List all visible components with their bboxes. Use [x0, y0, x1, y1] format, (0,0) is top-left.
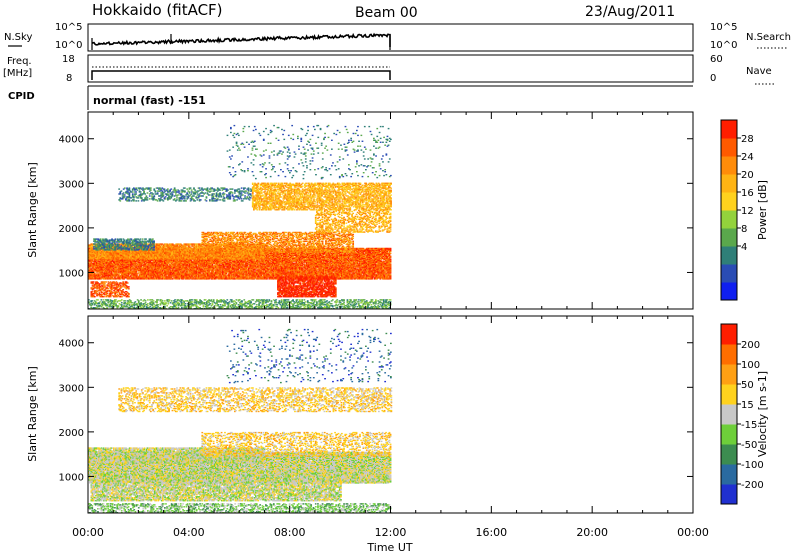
nsky-right-tick-top: 10^5	[710, 22, 737, 33]
nave-right-tick-bottom: 0	[710, 73, 716, 84]
nsky-line	[92, 34, 390, 47]
nsky-panel: N.Sky 10^5 10^0 10^5 10^0 N.Search	[4, 22, 791, 51]
nave-right-label: Nave	[746, 66, 772, 77]
cpid-label: CPID	[8, 91, 35, 102]
freq-left-unit: [MHz]	[3, 68, 32, 79]
freq-left-tick-top: 18	[62, 54, 75, 65]
cpid-panel: CPID normal (fast) -151	[8, 86, 693, 110]
nsky-left-label: N.Sky	[4, 32, 32, 43]
power-scatter	[88, 125, 392, 309]
nave-right-tick-top: 60	[710, 54, 723, 65]
nsky-trace	[92, 34, 390, 50]
nsky-left-tick-top: 10^5	[55, 22, 82, 33]
beam-title: Beam 00	[355, 5, 418, 21]
freq-trace	[92, 71, 390, 80]
station-title: Hokkaido (fitACF)	[92, 1, 223, 19]
date-title: 23/Aug/2011	[585, 4, 675, 20]
freq-panel: Freq. [MHz] 18 8 60 0 Nave	[3, 54, 775, 84]
nsky-left-tick-bottom: 10^0	[55, 40, 82, 51]
freq-left-tick-bottom: 8	[66, 73, 72, 84]
freq-left-label: Freq.	[7, 56, 32, 67]
cpid-mode-text: normal (fast) -151	[93, 94, 206, 107]
nsearch-right-label: N.Search	[746, 32, 791, 43]
nsky-right-tick-bottom: 10^0	[710, 40, 737, 51]
